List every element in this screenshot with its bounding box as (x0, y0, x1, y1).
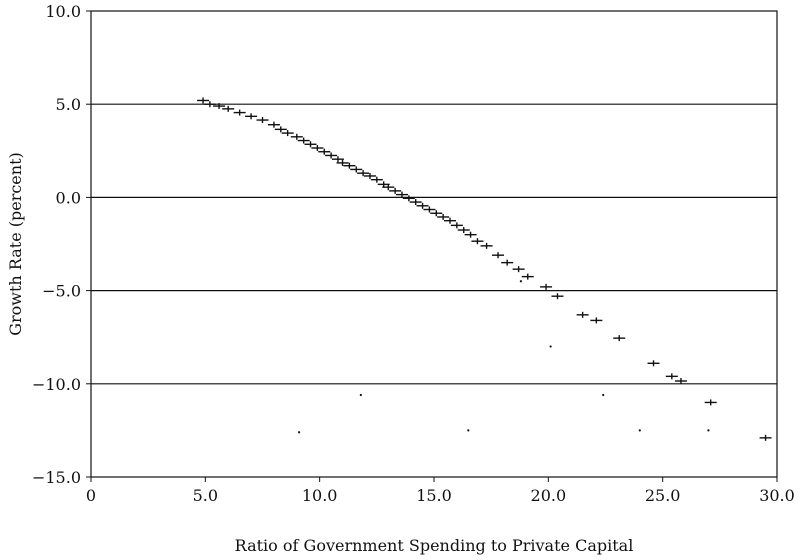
scatter-point (281, 130, 294, 137)
scatter-point (311, 145, 324, 152)
scatter-point (551, 293, 564, 300)
scatter-point (416, 202, 429, 209)
y-tick-label: −10.0 (32, 375, 81, 394)
scatter-point (457, 227, 470, 234)
x-tick-label: 20.0 (531, 486, 567, 505)
y-tick-label: 10.0 (45, 2, 81, 21)
y-tick-label: −15.0 (32, 468, 81, 487)
scatter-point-small (359, 393, 362, 397)
scatter-point-small (519, 280, 522, 283)
scatter-point (437, 213, 450, 220)
x-tick-label: 30.0 (759, 486, 795, 505)
scatter-point (613, 335, 626, 342)
scatter-point (444, 217, 457, 224)
scatter-point (213, 103, 226, 110)
scatter-point (540, 283, 553, 290)
scatter-point-small (549, 345, 552, 348)
gridlines (91, 103, 777, 385)
scatter-point (759, 434, 772, 441)
y-tick-label: 0.0 (56, 188, 81, 207)
scatter-point (409, 199, 422, 206)
scatter-point (480, 242, 493, 249)
scatter-point (501, 259, 514, 266)
scatter-point (350, 166, 363, 173)
x-tick-label: 5.0 (193, 486, 218, 505)
scatter-point (203, 101, 216, 108)
scatter-point (297, 137, 310, 144)
scatter-point (492, 252, 505, 259)
scatter-point (318, 148, 331, 155)
scatter-point (304, 141, 317, 148)
scatter-point (704, 399, 717, 406)
scatter-point (576, 311, 589, 318)
y-axis-title: Growth Rate (percent) (6, 152, 25, 336)
scatter-point (197, 97, 210, 104)
plot-area-frame (90, 10, 778, 478)
scatter-point (464, 231, 477, 238)
scatter-point (590, 317, 603, 324)
x-tick-label: 0 (86, 486, 96, 505)
scatter-point (450, 222, 463, 229)
scatter-point (389, 187, 402, 194)
y-tick-label: −5.0 (42, 282, 81, 301)
scatter-point (521, 273, 534, 280)
scatter-point (395, 191, 408, 198)
x-axis-title: Ratio of Government Spending to Private … (235, 536, 634, 555)
scatter-point-small (707, 429, 710, 432)
y-tick-label: 5.0 (56, 95, 81, 114)
x-tick-label: 10.0 (302, 486, 338, 505)
x-tick-label: 25.0 (645, 486, 681, 505)
scatter-point (357, 170, 370, 177)
scatter-point (267, 121, 280, 128)
scatter-point (256, 117, 269, 124)
scatter-point (274, 126, 287, 133)
scatter-point-small (297, 431, 301, 434)
scatter-point-small (638, 429, 641, 432)
scatter-point (331, 156, 344, 163)
scatter-point (370, 176, 383, 183)
x-tick-label: 15.0 (416, 486, 452, 505)
scatter-point (245, 113, 258, 120)
scatter-point (665, 373, 678, 380)
x-axis-ticks: 0 5.0 10.0 15.0 20.0 25.0 30.0 (86, 477, 795, 505)
scatter-point-small (602, 393, 605, 397)
scatter-point (363, 172, 376, 179)
y-axis-ticks: 10.0 5.0 0.0 −5.0 −10.0 −15.0 (32, 2, 91, 487)
scatter-point (402, 195, 415, 202)
scatter-point (423, 206, 436, 213)
scatter-point (430, 210, 443, 217)
scatter-point (222, 105, 235, 112)
data-points (197, 97, 772, 441)
scatter-point (674, 378, 687, 385)
scatter-point (343, 162, 356, 169)
scatter-point (471, 238, 484, 245)
scatter-point-small (467, 429, 470, 432)
scatter-point (336, 159, 349, 166)
scatter-point (512, 266, 525, 273)
scatter-point (382, 184, 395, 191)
scatter-point (233, 109, 246, 116)
scatter-point (290, 133, 303, 140)
scatter-point (325, 152, 338, 159)
scatter-point (647, 360, 660, 367)
